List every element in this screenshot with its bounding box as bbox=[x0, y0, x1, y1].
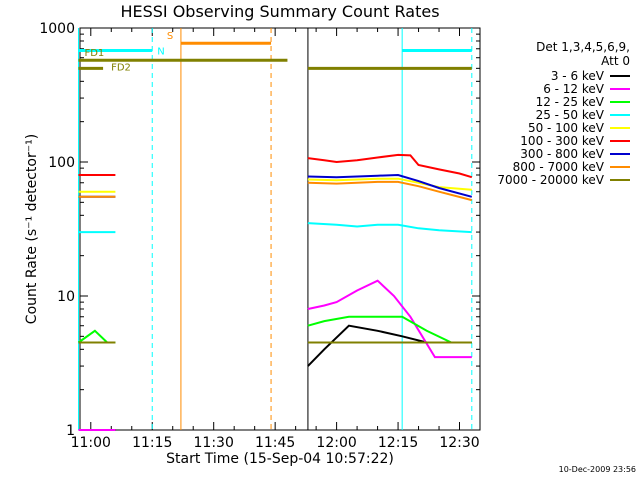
legend-label: 800 - 7000 keV bbox=[513, 160, 605, 174]
legend-label: 3 - 6 keV bbox=[551, 69, 605, 83]
legend-label: 6 - 12 keV bbox=[543, 82, 605, 96]
y-tick-label: 100 bbox=[48, 155, 75, 171]
flag-label: S bbox=[167, 31, 173, 42]
series-line bbox=[77, 329, 116, 344]
series-line bbox=[307, 153, 473, 179]
x-axis-label: Start Time (15-Sep-04 10:57:22) bbox=[166, 451, 394, 467]
flag-label: N bbox=[157, 46, 164, 57]
x-tick-label: 11:15 bbox=[132, 435, 172, 451]
x-tick-label: 11:45 bbox=[255, 435, 295, 451]
x-tick-label: 12:15 bbox=[378, 435, 418, 451]
series-line bbox=[307, 222, 472, 234]
series-line bbox=[307, 279, 472, 359]
timestamp: 10-Dec-2009 23:56 bbox=[558, 465, 636, 474]
legend-label: 25 - 50 keV bbox=[536, 108, 605, 122]
legend-label: 300 - 800 keV bbox=[520, 147, 604, 161]
x-tick-label: 12:00 bbox=[316, 435, 356, 451]
x-tick-label: 12:30 bbox=[439, 435, 479, 451]
series-line bbox=[307, 180, 473, 202]
y-tick-label: 1 bbox=[66, 423, 75, 439]
flag-label: FD1 bbox=[84, 48, 104, 59]
plot-frame bbox=[79, 27, 481, 431]
legend-label: 50 - 100 keV bbox=[528, 121, 605, 135]
flag-label: FD2 bbox=[111, 62, 131, 73]
legend-title-line2: Att 0 bbox=[601, 54, 630, 68]
series-line bbox=[307, 324, 472, 367]
legend-title-line1: Det 1,3,4,5,6,9, bbox=[536, 40, 630, 54]
legend-label: 7000 - 20000 keV bbox=[497, 173, 604, 187]
y-tick-label: 1000 bbox=[39, 21, 75, 37]
y-axis-label: Count Rate (s⁻¹ detector⁻¹) bbox=[24, 134, 40, 324]
x-tick-label: 11:30 bbox=[194, 435, 234, 451]
series-line bbox=[307, 315, 472, 344]
legend-label: 12 - 25 keV bbox=[536, 95, 605, 109]
series-line bbox=[307, 173, 473, 198]
legend-label: 100 - 300 keV bbox=[520, 134, 604, 148]
chart-title: HESSI Observing Summary Count Rates bbox=[120, 2, 440, 21]
y-tick-label: 10 bbox=[57, 289, 75, 305]
x-tick-label: 11:00 bbox=[71, 435, 111, 451]
